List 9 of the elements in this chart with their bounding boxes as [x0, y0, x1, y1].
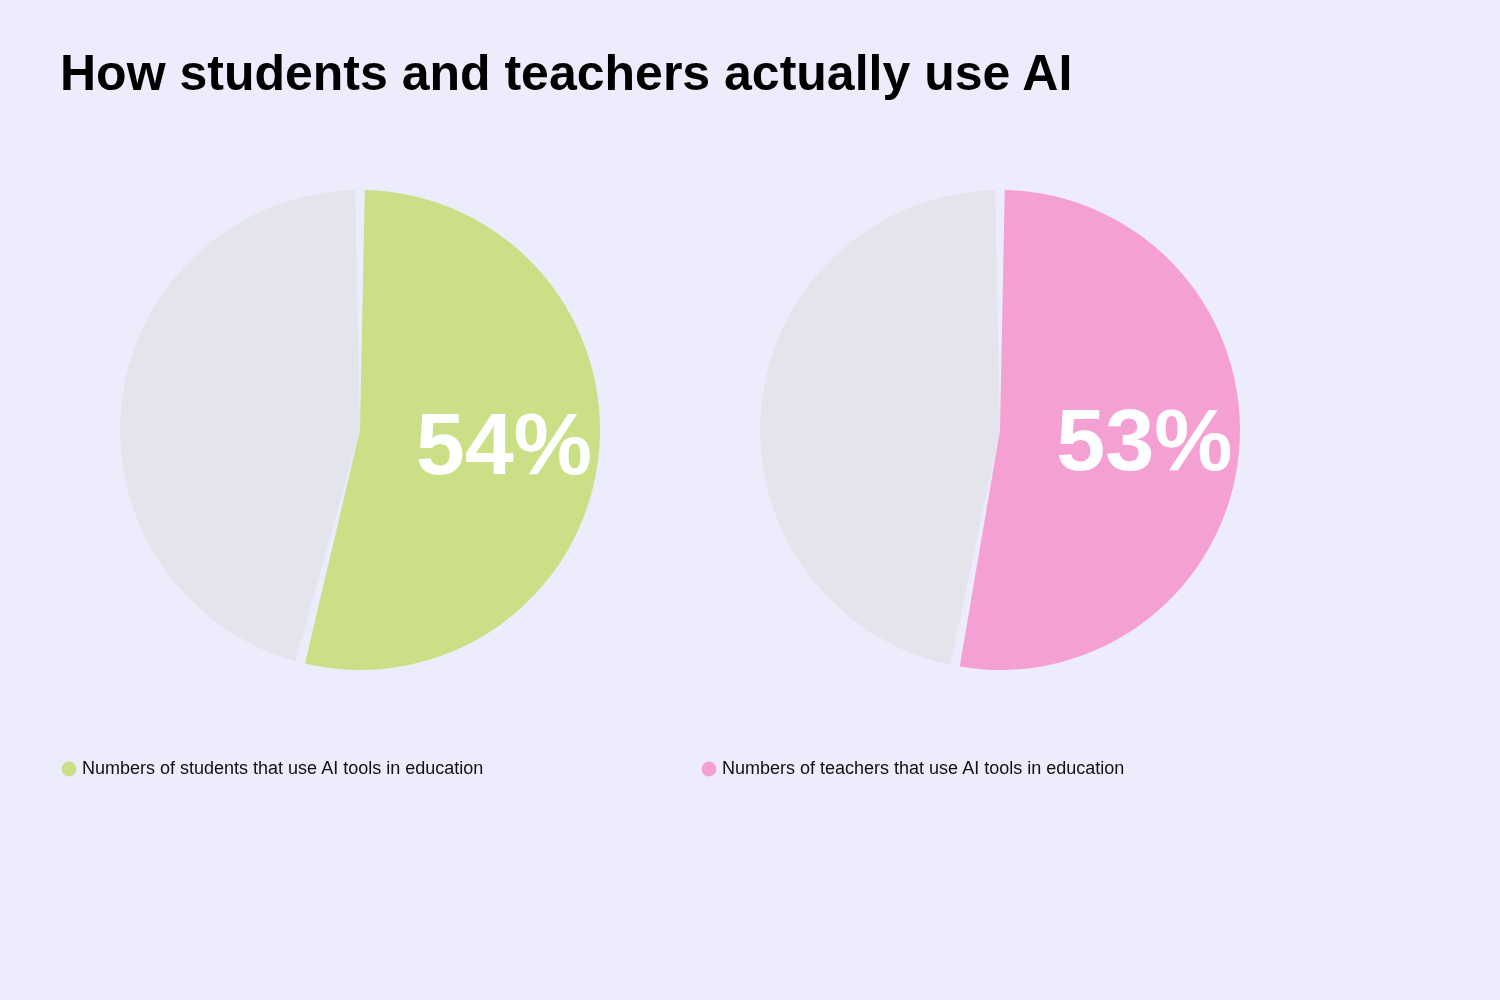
data-label: 53% — [1056, 389, 1233, 489]
pie-slice — [120, 190, 360, 662]
pie-slice — [760, 190, 1000, 665]
data-label: 54% — [415, 394, 592, 494]
legend-label: Numbers of teachers that use AI tools in education — [722, 758, 1125, 778]
chart-title: How students and teachers actually use AI — [60, 45, 1073, 101]
legend-label: Numbers of students that use AI tools in education — [82, 758, 484, 778]
pie-slice — [304, 190, 600, 670]
pie-slice — [959, 190, 1240, 670]
